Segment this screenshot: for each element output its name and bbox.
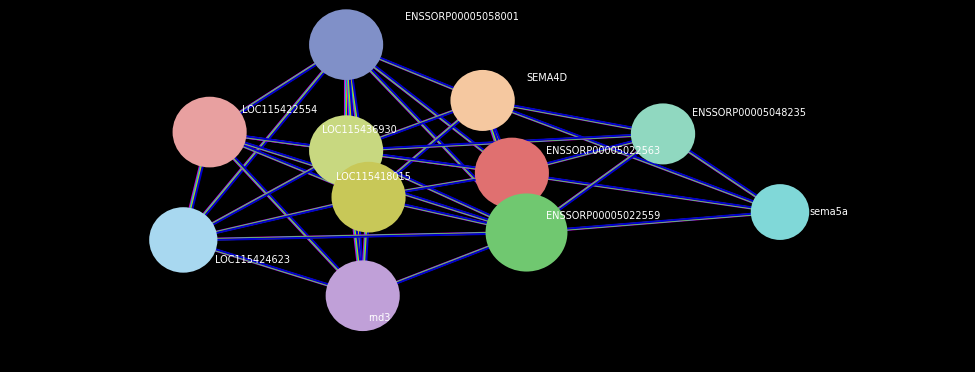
- Text: ENSSORP00005058001: ENSSORP00005058001: [405, 12, 519, 22]
- Ellipse shape: [173, 97, 247, 167]
- Ellipse shape: [751, 184, 809, 240]
- Text: ENSSORP00005048235: ENSSORP00005048235: [692, 109, 806, 118]
- Text: ENSSORP00005022559: ENSSORP00005022559: [546, 211, 660, 221]
- Ellipse shape: [332, 162, 406, 232]
- Text: rnd3: rnd3: [369, 313, 391, 323]
- Text: LOC115424623: LOC115424623: [214, 256, 290, 265]
- Text: SEMA4D: SEMA4D: [526, 73, 567, 83]
- Ellipse shape: [309, 9, 383, 80]
- Text: LOC115422554: LOC115422554: [242, 105, 317, 115]
- Ellipse shape: [326, 260, 400, 331]
- Text: ENSSORP00005022563: ENSSORP00005022563: [546, 146, 660, 155]
- Ellipse shape: [475, 138, 549, 208]
- Ellipse shape: [631, 103, 695, 164]
- Ellipse shape: [149, 207, 217, 273]
- Ellipse shape: [450, 70, 515, 131]
- Text: sema5a: sema5a: [809, 207, 848, 217]
- Text: LOC115436930: LOC115436930: [322, 125, 397, 135]
- Ellipse shape: [309, 115, 383, 186]
- Text: LOC115418015: LOC115418015: [336, 172, 411, 182]
- Ellipse shape: [486, 193, 567, 272]
